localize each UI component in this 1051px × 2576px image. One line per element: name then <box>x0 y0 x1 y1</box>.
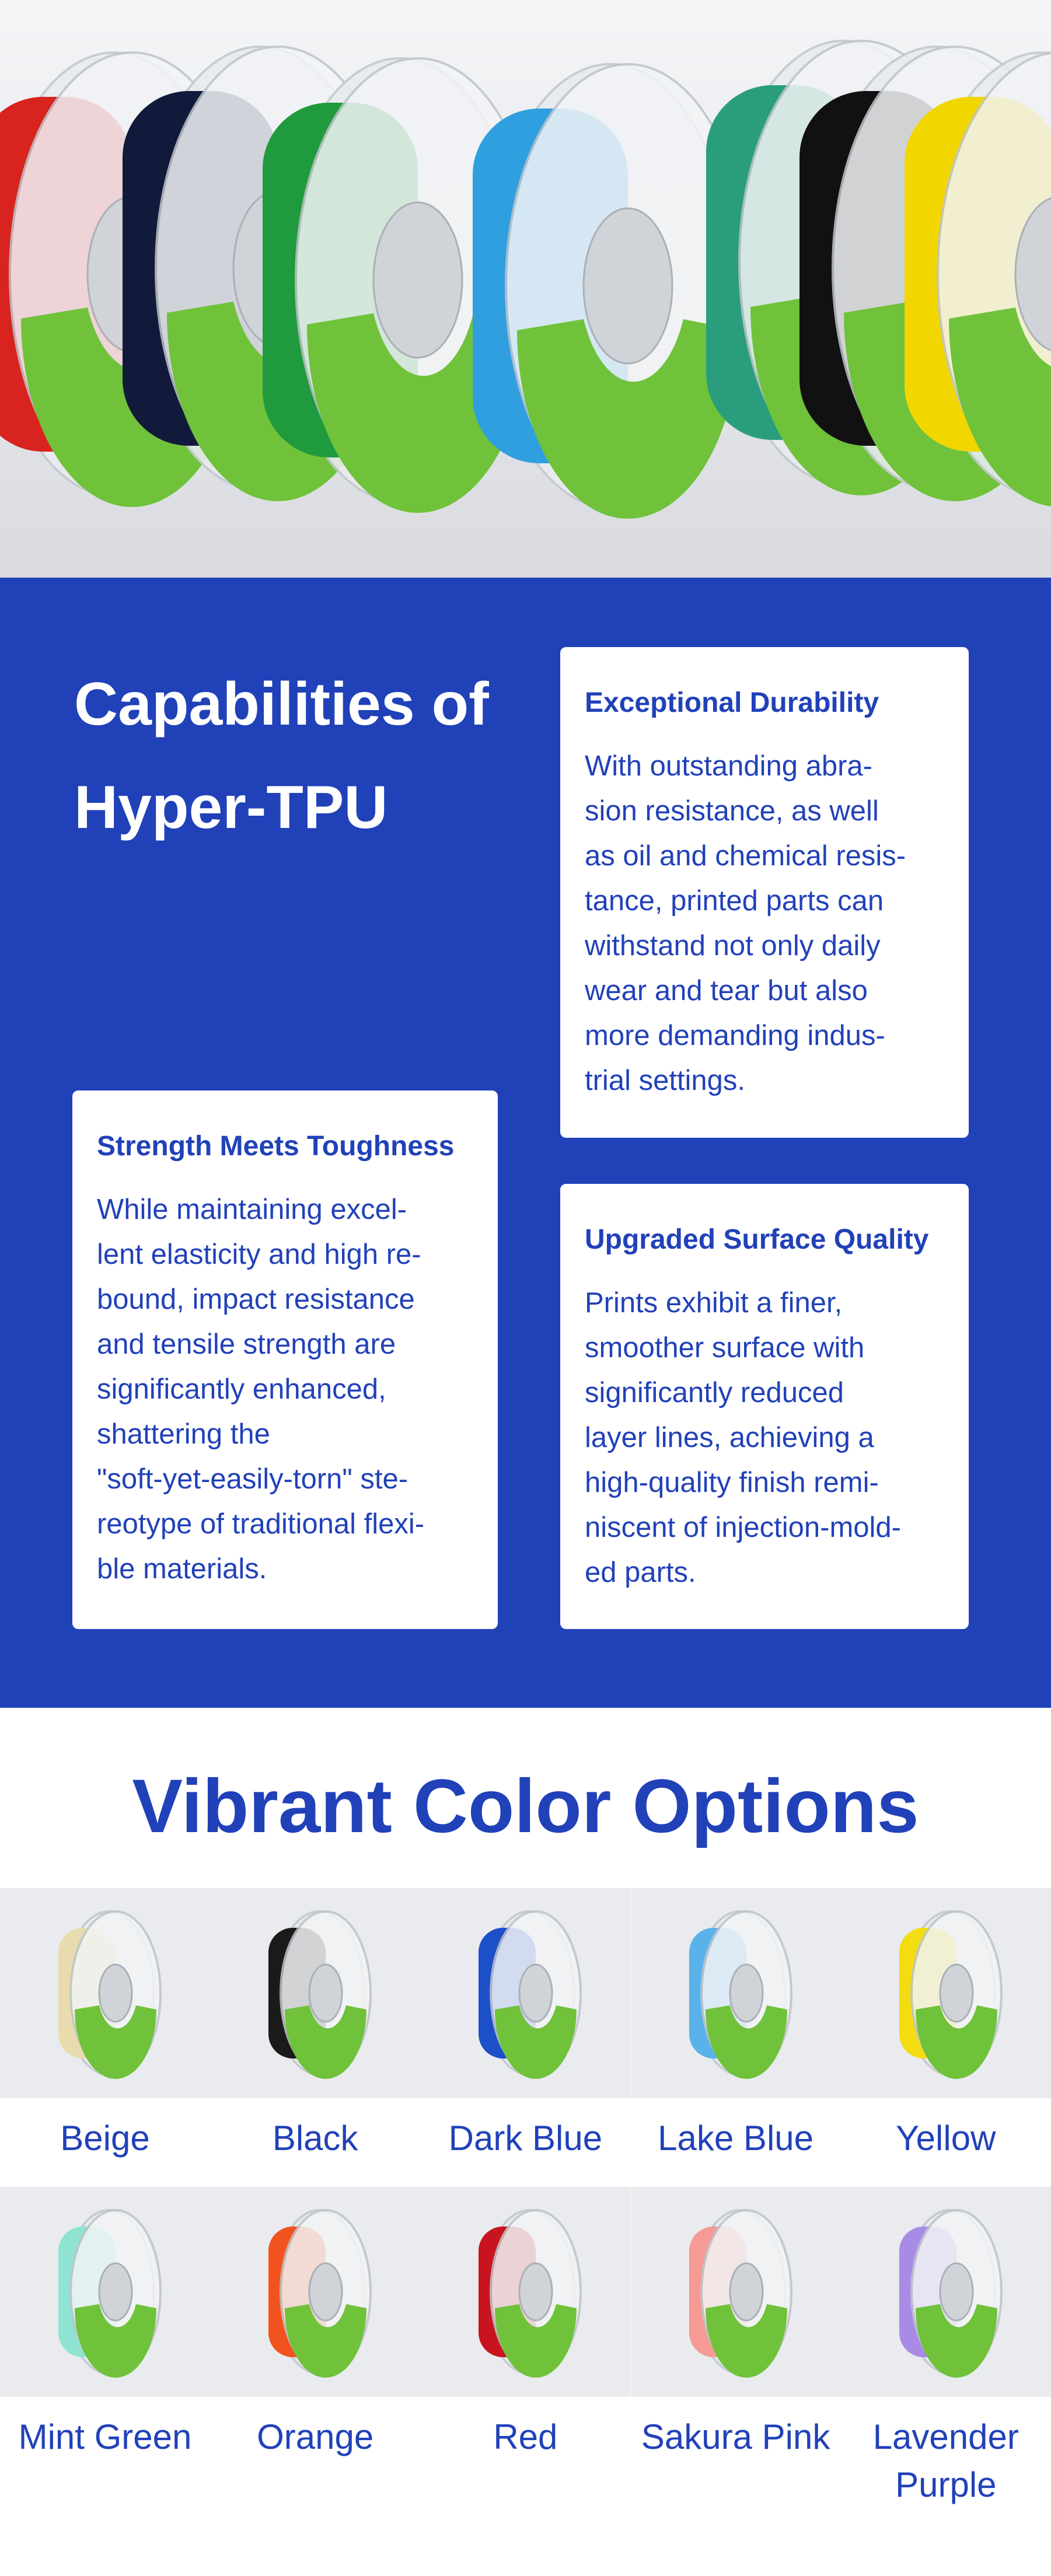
color-option: Beige <box>0 1888 210 2162</box>
spool-hub <box>308 2262 343 2322</box>
body-line: smoother surface with <box>585 1332 865 1364</box>
body-line: trial settings. <box>585 1065 746 1096</box>
spool-label <box>75 2304 156 2378</box>
spool-label <box>495 2005 577 2079</box>
feature-card: Strength Meets Toughness While maintainin… <box>72 1090 498 1629</box>
color-option: Black <box>210 1888 421 2162</box>
color-swatch-photo <box>210 2187 421 2397</box>
spool-label <box>517 319 739 519</box>
card-body: With outstanding abra-sion resistance, a… <box>585 744 945 1103</box>
spool-label <box>75 2005 156 2079</box>
spool-label <box>949 307 1051 506</box>
color-swatch-photo <box>420 1888 631 2098</box>
body-line: reotype of traditional flexi- <box>97 1508 425 1540</box>
color-option: Lake Blue <box>630 1888 841 2162</box>
color-swatch-photo <box>630 2187 841 2397</box>
spool-hub <box>518 1963 553 2023</box>
body-line: lent elasticity and high re- <box>97 1239 421 1270</box>
color-name: Red <box>493 2417 558 2456</box>
spool-hub <box>98 1963 133 2023</box>
body-line: Prints exhibit a finer, <box>585 1287 843 1319</box>
section-title: Hyper-TPU <box>74 774 388 841</box>
color-swatch-photo <box>840 2187 1051 2397</box>
spool-hub <box>729 1963 764 2023</box>
spool-hub <box>98 2262 133 2322</box>
color-name: Mint Green <box>18 2417 192 2456</box>
body-line: as oil and chemical resis- <box>585 840 906 872</box>
color-name: Black <box>272 2119 358 2158</box>
body-line: "soft-yet-easily-torn" ste- <box>97 1463 408 1495</box>
body-line: While maintaining excel- <box>97 1194 407 1225</box>
color-name: Sakura Pink <box>641 2417 830 2456</box>
feature-card: Upgraded Surface Quality Prints exhibit a… <box>560 1184 969 1629</box>
card-title: Exceptional Durability <box>585 687 879 718</box>
color-name: Lake Blue <box>658 2119 814 2158</box>
spool-label <box>285 2304 367 2378</box>
color-swatch-photo <box>840 1888 1051 2098</box>
color-swatch-photo <box>210 1888 421 2098</box>
color-option: Mint Green <box>0 2187 210 2461</box>
card-body: Prints exhibit a finer, smoother surface … <box>585 1281 945 1595</box>
spool-label <box>705 2304 787 2378</box>
spool-hub <box>1014 197 1051 351</box>
spool-hub <box>939 1963 974 2023</box>
spool-label <box>285 2005 367 2079</box>
feature-card: Exceptional Durability With outstanding a… <box>560 647 969 1138</box>
body-line: tance, printed parts can <box>585 885 884 917</box>
section-title: Vibrant Color Options <box>132 1763 919 1848</box>
body-line: niscent of injection-mold- <box>585 1512 901 1543</box>
spool-label <box>705 2005 787 2079</box>
body-line: ed parts. <box>585 1557 696 1588</box>
color-name: Lavender Purple <box>872 2417 1019 2504</box>
color-name: Beige <box>60 2119 150 2158</box>
body-line: With outstanding abra- <box>585 750 872 782</box>
section-title: Capabilities of <box>74 670 489 738</box>
spool-label <box>915 2304 997 2378</box>
spool-label <box>495 2304 577 2378</box>
color-option: Lavender Purple <box>840 2187 1051 2509</box>
hero-photo <box>0 0 1051 578</box>
color-name: Yellow <box>896 2119 996 2158</box>
color-swatch-photo <box>0 1888 210 2098</box>
body-line: wear and tear but also <box>585 975 868 1006</box>
spool-hub <box>939 2262 974 2322</box>
spool-hub <box>518 2262 553 2322</box>
color-option: Orange <box>210 2187 421 2461</box>
body-line: significantly enhanced, <box>97 1373 386 1405</box>
body-line: high-quality finish remi- <box>585 1467 879 1498</box>
color-swatch-photo <box>420 2187 631 2397</box>
color-option: Sakura Pink <box>630 2187 841 2461</box>
spool-hub <box>582 207 673 365</box>
body-line: and tensile strength are <box>97 1329 396 1360</box>
color-name: Dark Blue <box>448 2119 603 2158</box>
card-title: Upgraded Surface Quality <box>585 1224 929 1255</box>
body-line: sion resistance, as well <box>585 795 879 827</box>
color-name: Orange <box>257 2417 374 2456</box>
spool-hub <box>308 1963 343 2023</box>
color-swatch-photo <box>0 2187 210 2397</box>
body-line: significantly reduced <box>585 1377 844 1408</box>
card-title: Strength Meets Toughness <box>97 1131 455 1162</box>
color-option: Yellow <box>840 1888 1051 2162</box>
spool-hub <box>372 201 463 359</box>
color-option: Red <box>420 2187 631 2461</box>
body-line: ble materials. <box>97 1553 267 1585</box>
capabilities-section: Capabilities of Hyper-TPU Exceptional Du… <box>0 578 1051 1708</box>
card-body: While maintaining excel-lent elasticity … <box>97 1187 474 1592</box>
color-swatch-photo <box>630 1888 841 2098</box>
spool-hub <box>729 2262 764 2322</box>
spool-label <box>915 2005 997 2079</box>
body-line: layer lines, achieving a <box>585 1422 874 1453</box>
body-line: shattering the <box>97 1418 270 1450</box>
body-line: more demanding indus- <box>585 1020 885 1051</box>
color-option: Dark Blue <box>420 1888 631 2162</box>
body-line: withstand not only daily <box>585 930 881 962</box>
body-line: bound, impact resistance <box>97 1284 415 1315</box>
